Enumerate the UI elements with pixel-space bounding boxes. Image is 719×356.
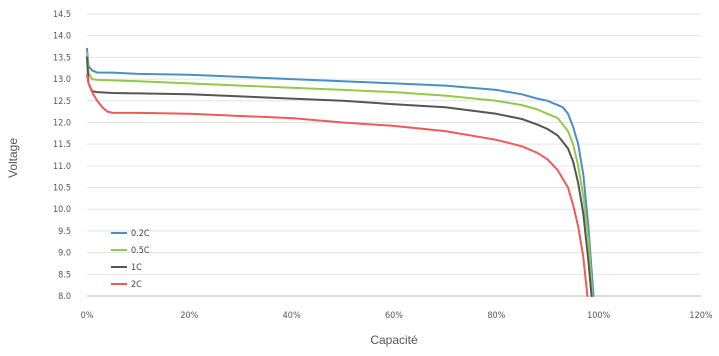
- y-tick-label: 12.5: [53, 97, 71, 107]
- x-axis-label: Capacité: [370, 333, 418, 347]
- y-tick-label: 13.0: [53, 75, 71, 85]
- y-tick-label: 11.0: [53, 162, 71, 172]
- x-tick-label: 80%: [487, 311, 505, 321]
- y-tick-label: 13.5: [53, 53, 71, 63]
- x-tick-label: 40%: [283, 311, 301, 321]
- legend-label: 2C: [131, 280, 142, 290]
- x-tick-label: 60%: [385, 311, 403, 321]
- x-tick-label: 100%: [587, 311, 610, 321]
- legend: 0.2C 0.5C 1C 2C: [111, 229, 150, 290]
- x-tick-label: 20%: [180, 311, 198, 321]
- y-axis-ticks: 8.0 8.5 9.0 9.5 10.0 10.5 11.0 11.5 12.0 12.5 13.0…: [53, 10, 71, 302]
- x-tick-label: 120%: [689, 311, 712, 321]
- series-line-2C: [86, 73, 589, 297]
- series-lines: [86, 47, 595, 297]
- gridlines: [87, 13, 701, 297]
- x-axis-ticks: 0% 20% 40% 60% 80% 100% 120%: [81, 311, 713, 321]
- x-tick-label: 0%: [81, 311, 94, 321]
- legend-label: 0.5C: [131, 246, 150, 256]
- y-axis-label: Voltage: [6, 138, 20, 178]
- y-tick-label: 14.5: [53, 10, 71, 20]
- y-tick-label: 10.0: [53, 205, 71, 215]
- y-tick-label: 8.5: [58, 270, 71, 280]
- y-tick-label: 11.5: [53, 140, 71, 150]
- legend-label: 0.2C: [131, 229, 150, 239]
- legend-label: 1C: [131, 263, 142, 273]
- series-line-1C: [86, 56, 593, 297]
- y-tick-label: 9.5: [58, 227, 71, 237]
- series-line-0.5C: [86, 52, 594, 297]
- y-tick-label: 12.0: [53, 118, 71, 128]
- y-tick-label: 9.0: [58, 249, 71, 259]
- y-tick-label: 10.5: [53, 184, 71, 194]
- y-tick-label: 8.0: [58, 292, 71, 302]
- y-tick-label: 14.0: [53, 32, 71, 42]
- series-line-0.2C: [86, 47, 595, 297]
